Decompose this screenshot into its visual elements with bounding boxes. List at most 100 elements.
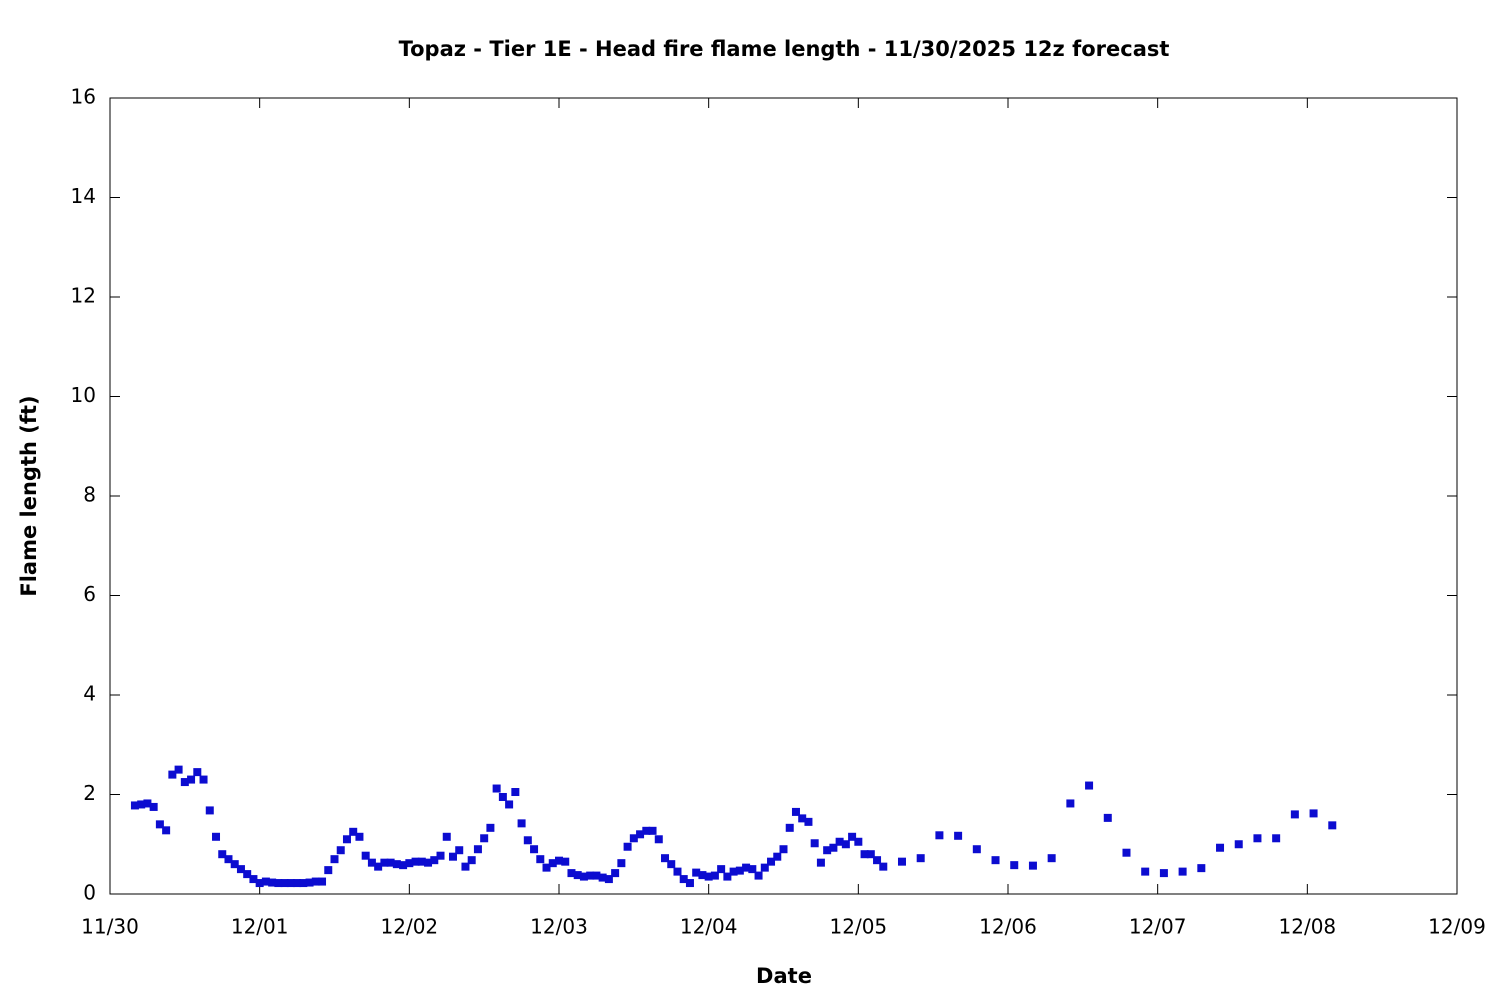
point [392, 860, 401, 869]
x-tick-label: 12/04 [680, 915, 738, 939]
point [866, 850, 875, 859]
point [854, 837, 863, 846]
point [1272, 834, 1281, 843]
point [848, 832, 857, 841]
y-tick-label: 14 [71, 184, 96, 208]
point [168, 770, 177, 779]
point [268, 878, 277, 887]
point [548, 859, 557, 868]
point [149, 802, 158, 811]
point [1103, 813, 1112, 822]
point [517, 819, 526, 828]
point [536, 855, 545, 864]
point [704, 872, 713, 881]
point [667, 860, 676, 869]
point [417, 857, 426, 866]
point [386, 858, 395, 867]
point [212, 832, 221, 841]
point [573, 871, 582, 880]
point [698, 871, 707, 880]
point [654, 835, 663, 844]
point [1309, 809, 1318, 818]
point [137, 800, 146, 809]
x-tick-label: 12/09 [1428, 915, 1486, 939]
point [224, 855, 233, 864]
point [205, 806, 214, 815]
y-tick-label: 0 [83, 881, 96, 905]
point [636, 830, 645, 839]
point [162, 826, 171, 835]
point [1234, 840, 1243, 849]
point [567, 869, 576, 878]
point [1141, 867, 1150, 876]
point [555, 856, 563, 865]
point [1066, 799, 1075, 808]
y-tick-label: 2 [83, 781, 96, 805]
point [243, 870, 252, 879]
x-tick-label: 12/05 [830, 915, 888, 939]
y-tick-label: 8 [83, 483, 96, 507]
point [586, 871, 595, 880]
point [785, 823, 794, 832]
point [604, 875, 613, 884]
chart-title: Topaz - Tier 1E - Head fire flame length… [399, 37, 1170, 61]
point [230, 860, 239, 869]
x-tick-label: 12/02 [381, 915, 439, 939]
point [280, 879, 289, 888]
point [779, 845, 788, 854]
point [318, 877, 327, 886]
point [661, 854, 670, 863]
point [773, 852, 782, 861]
point [760, 863, 769, 872]
y-tick-label: 10 [71, 383, 96, 407]
point [180, 778, 189, 787]
point [405, 859, 414, 868]
point [841, 840, 850, 849]
y-tick-label: 6 [83, 582, 96, 606]
point [492, 784, 501, 793]
point [735, 866, 744, 875]
point [767, 857, 776, 866]
point [193, 768, 202, 777]
point [367, 858, 376, 867]
point [155, 820, 164, 829]
point [810, 839, 819, 848]
point [673, 867, 682, 876]
point [1122, 848, 1131, 857]
point [1178, 867, 1187, 876]
point [1028, 861, 1037, 870]
x-tick-label: 11/30 [81, 915, 139, 939]
point [679, 875, 688, 884]
point [448, 852, 457, 861]
y-tick-label: 4 [83, 682, 96, 706]
point [935, 831, 944, 840]
point [717, 865, 726, 874]
point [1290, 810, 1299, 819]
point [1159, 869, 1168, 878]
point [199, 775, 208, 784]
point [823, 846, 832, 855]
point [511, 788, 520, 797]
point [299, 879, 308, 888]
point [879, 862, 888, 871]
point [1253, 834, 1262, 843]
point [629, 834, 638, 843]
point [411, 857, 420, 866]
point [816, 858, 825, 867]
point [742, 863, 751, 872]
point [330, 855, 339, 864]
point [461, 862, 470, 871]
point [972, 845, 981, 854]
point [473, 845, 482, 854]
point [835, 837, 844, 846]
x-tick-label: 12/08 [1279, 915, 1337, 939]
point [430, 856, 439, 865]
point [399, 861, 408, 870]
x-tick-label: 12/07 [1129, 915, 1187, 939]
point [305, 878, 314, 887]
point [561, 857, 570, 866]
point [829, 843, 838, 852]
point [455, 846, 464, 855]
point [710, 871, 719, 880]
